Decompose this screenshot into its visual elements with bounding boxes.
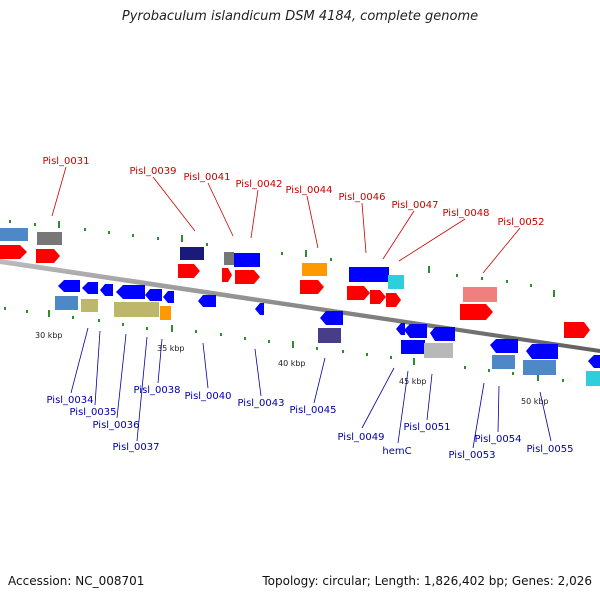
cds-arrow — [100, 284, 113, 296]
gene-box — [424, 343, 453, 358]
cds-arrow — [588, 355, 600, 368]
gene-box — [492, 355, 515, 369]
cds-arrow — [396, 323, 405, 335]
cds-arrow — [198, 295, 216, 307]
gene-box — [160, 306, 171, 320]
cds-arrow — [526, 344, 558, 359]
gene-box — [180, 247, 204, 260]
gene-label-pisl-0044: Pisl_0044 — [285, 185, 332, 196]
gene-box — [37, 232, 62, 245]
gene-label-pisl-0034: Pisl_0034 — [46, 395, 93, 406]
map-title: Pyrobaculum islandicum DSM 4184, complet… — [121, 9, 479, 24]
leader-lines-bottom — [70, 327, 552, 449]
gene-label-pisl-0055: Pisl_0055 — [526, 444, 573, 455]
cds-arrow — [490, 339, 518, 353]
gene-box — [318, 328, 341, 343]
gene-label-pisl-0041: Pisl_0041 — [183, 172, 230, 183]
kbp-label-50: 50 kbp — [521, 397, 549, 406]
gene-label-pisl-0051: Pisl_0051 — [403, 422, 450, 433]
gene-label-pisl-0040: Pisl_0040 — [184, 391, 231, 402]
gene-label-pisl-0043: Pisl_0043 — [237, 398, 284, 409]
forward-strand-features — [0, 228, 600, 386]
gene-box — [114, 302, 159, 317]
cds-arrow — [370, 290, 386, 304]
gene-label-pisl-0038: Pisl_0038 — [133, 385, 180, 396]
gene-label-pisl-0047: Pisl_0047 — [391, 200, 438, 211]
cds-arrow — [178, 264, 200, 278]
cds-arrow — [145, 289, 162, 301]
gene-box — [302, 263, 327, 276]
gene-box — [234, 253, 260, 267]
cds-arrow — [564, 322, 590, 338]
accession-text: Accession: NC_008701 — [8, 574, 145, 588]
cds-arrow — [58, 280, 80, 292]
gene-label-pisl-0039: Pisl_0039 — [129, 166, 176, 177]
cds-arrow — [386, 293, 401, 307]
gene-label-pisl-0045: Pisl_0045 — [289, 405, 336, 416]
kbp-label-30: 30 kbp — [35, 331, 63, 340]
gene-label-pisl-0042: Pisl_0042 — [235, 179, 282, 190]
gene-label-pisl-0052: Pisl_0052 — [497, 217, 544, 228]
gene-box — [586, 371, 600, 386]
cds-arrow — [255, 303, 264, 315]
cds-arrow — [347, 286, 370, 300]
gene-box — [463, 287, 497, 302]
cds-arrow — [320, 311, 343, 325]
gene-box — [224, 252, 234, 265]
gene-box — [388, 275, 404, 289]
cds-arrow — [82, 282, 98, 294]
cds-arrow — [36, 249, 60, 263]
gene-label-pisl-0036: Pisl_0036 — [92, 420, 139, 431]
gene-box — [349, 267, 389, 282]
gene-label-pisl-0053: Pisl_0053 — [448, 450, 495, 461]
cds-arrow — [430, 327, 455, 341]
kbp-label-45: 45 kbp — [399, 377, 427, 386]
gene-label-pisl-0048: Pisl_0048 — [442, 208, 489, 219]
gene-label-pisl-0054: Pisl_0054 — [474, 434, 521, 445]
gene-label-pisl-0046: Pisl_0046 — [338, 192, 385, 203]
cds-arrow — [222, 268, 232, 282]
cds-arrow — [116, 285, 145, 299]
gene-box — [55, 296, 78, 310]
gene-label-pisl-0035: Pisl_0035 — [69, 407, 116, 418]
gene-box — [81, 299, 98, 312]
leader-lines — [51, 166, 521, 274]
ruler-ticks — [4, 220, 588, 385]
cds-arrow — [0, 245, 27, 259]
genome-summary-text: Topology: circular; Length: 1,826,402 bp… — [262, 574, 592, 588]
gene-label-pisl-0037: Pisl_0037 — [112, 442, 159, 453]
cds-arrow — [300, 280, 324, 294]
cds-arrow — [163, 291, 174, 303]
gene-label-pisl-0049: Pisl_0049 — [337, 432, 384, 443]
kbp-label-35: 35 kbp — [157, 344, 185, 353]
gene-box — [0, 228, 28, 241]
cds-arrow — [235, 270, 260, 284]
kbp-label-40: 40 kbp — [278, 359, 306, 368]
gene-label-hemc: hemC — [382, 446, 411, 457]
reverse-strand-features — [55, 280, 600, 375]
gene-box — [523, 360, 556, 375]
gene-box — [401, 340, 425, 354]
cds-arrow — [460, 304, 493, 320]
cds-arrow — [404, 324, 427, 338]
gene-label-pisl-0031: Pisl_0031 — [42, 156, 89, 167]
